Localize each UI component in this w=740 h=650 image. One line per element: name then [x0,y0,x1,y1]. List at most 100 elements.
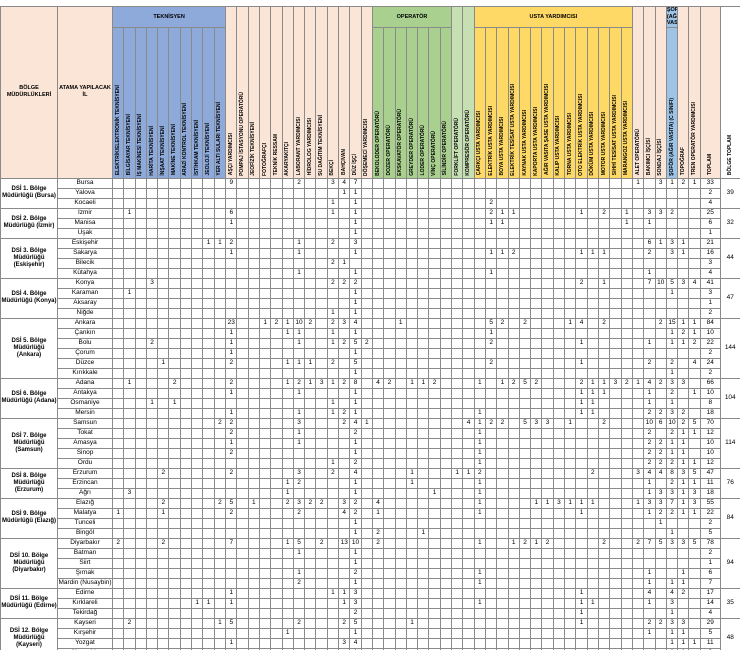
city-name: Malatya [57,507,113,519]
empty-cell [236,447,249,459]
empty-cell [643,557,656,569]
empty-cell [191,407,204,419]
empty-cell [631,367,645,379]
empty-cell [530,217,543,229]
empty-cell [338,447,351,459]
empty-cell [688,187,701,199]
value-cell: 1 [688,427,701,439]
empty-cell [451,237,464,249]
empty-cell [439,577,453,589]
empty-cell [258,497,272,509]
empty-cell [134,597,147,609]
empty-cell [609,557,622,569]
region-name: DSİ 3. Bölge Müdürlüğü (Eskişehir) [0,237,58,279]
table-row: Uşak 1 1 [1,227,740,239]
value-cell: 3 [665,487,679,499]
empty-cell [134,417,147,429]
empty-cell [518,427,532,439]
empty-cell [168,227,181,239]
empty-cell [428,287,441,299]
empty-cell [270,357,283,369]
empty-cell [451,627,464,639]
empty-cell [609,247,622,259]
value-cell: 1 [349,407,362,419]
empty-cell [518,217,532,229]
city-name: Osmaniye [57,397,113,409]
empty-cell [111,627,125,639]
empty-cell [530,437,543,449]
value-cell: 3 [665,377,679,389]
empty-cell [417,267,430,279]
value-cell: 1 [473,407,486,419]
value-cell: 4 [575,317,588,329]
value-cell: 1 [326,197,340,209]
empty-cell [451,567,464,579]
empty-cell [315,307,328,319]
empty-cell [383,317,396,329]
empty-cell [360,557,373,569]
empty-cell [326,567,340,579]
empty-cell [258,237,272,249]
empty-cell [145,597,159,609]
empty-cell [270,267,283,279]
value-cell: 2 [292,577,306,589]
empty-cell [292,227,306,239]
empty-cell [620,537,633,549]
empty-cell [405,177,419,189]
empty-cell [631,277,645,289]
empty-cell [631,357,645,369]
empty-cell [541,317,554,329]
empty-cell [631,627,645,639]
empty-cell [258,427,272,439]
empty-cell [191,247,204,259]
empty-cell [496,367,509,379]
empty-cell [586,347,599,359]
empty-cell [394,267,407,279]
empty-cell [123,437,136,449]
empty-cell [236,317,249,329]
empty-cell [236,337,249,349]
empty-cell [123,457,136,469]
empty-cell [202,627,215,639]
empty-cell [225,527,238,539]
empty-cell [179,207,193,219]
empty-cell [688,597,701,609]
empty-cell [315,227,328,239]
empty-cell [609,497,622,509]
column-header: ELEKTRİK USTA YARDIMCISI [484,26,498,179]
empty-cell [202,557,215,569]
empty-cell [281,227,294,239]
empty-cell [439,607,453,619]
value-cell: 1 [473,567,486,579]
empty-cell [281,217,294,229]
empty-cell [315,477,328,489]
empty-cell [575,237,588,249]
empty-cell [597,327,611,339]
value-cell: 4 [643,587,656,599]
table-row: DSİ 10. Bölge Müdürlüğü (Diyarbakır) Diya… [0,537,740,589]
empty-cell [394,587,407,599]
empty-cell [597,437,611,449]
empty-cell [213,537,227,549]
empty-cell [145,327,159,339]
city-name: Kütahya [57,267,113,279]
empty-cell [439,227,453,239]
column-header-text: KAYNAK USTA YARDIMCISI [521,109,528,176]
empty-cell [338,607,351,619]
empty-cell [451,607,464,619]
empty-cell [258,507,272,519]
empty-cell [620,647,633,650]
empty-cell [281,457,294,469]
value-cell: 6 [654,417,667,429]
empty-cell [541,547,554,559]
empty-cell [145,487,159,499]
empty-cell [688,347,701,359]
empty-cell [326,447,340,459]
empty-cell [609,277,622,289]
empty-cell [145,217,159,229]
empty-cell [677,227,690,239]
empty-cell [462,247,475,259]
empty-cell [688,227,701,239]
empty-cell [552,577,566,589]
column-header: TEKNİK RESSAM [270,6,283,179]
